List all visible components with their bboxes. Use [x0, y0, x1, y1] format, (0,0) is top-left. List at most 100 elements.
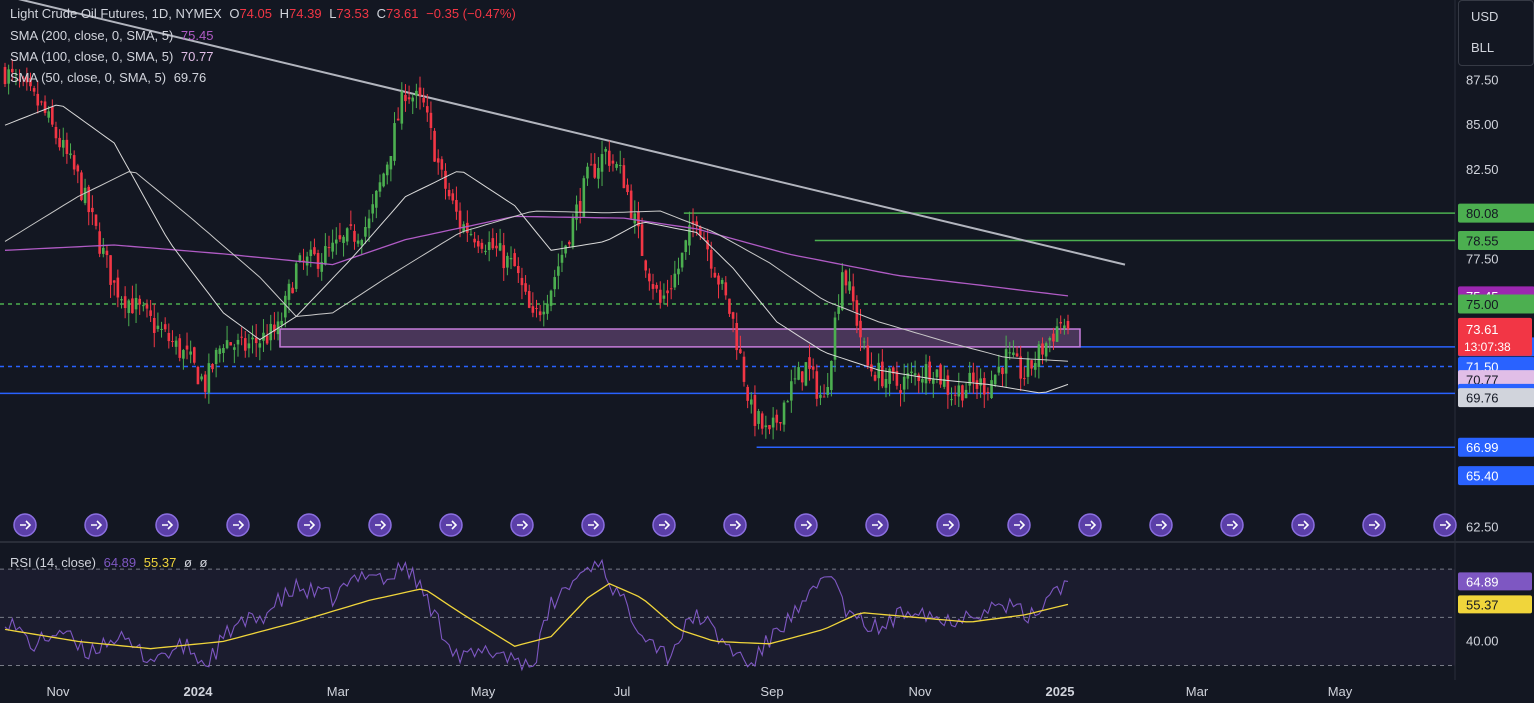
candle-body — [520, 277, 524, 286]
candle-body — [688, 225, 691, 246]
candle-body — [939, 364, 942, 385]
legend-rsi-ma-value: 55.37 — [143, 555, 177, 570]
candle-body — [1015, 353, 1019, 357]
event-arrow-icon — [233, 520, 245, 530]
x-axis-label: 2025 — [1046, 684, 1075, 699]
candle-body — [196, 366, 200, 385]
candle-body — [484, 250, 487, 253]
candle-body — [251, 337, 254, 340]
candle-body — [535, 308, 538, 310]
candle-body — [622, 165, 626, 189]
legend-sma50[interactable]: SMA (50, close, 0, SMA, 5) 69.76 — [10, 70, 210, 85]
rsi-value-badge — [1458, 572, 1532, 591]
legend-sma100-label: SMA (100, close, 0, SMA, 5) — [10, 49, 174, 64]
candle-body — [859, 320, 862, 338]
candle-body — [1004, 349, 1008, 374]
candle-body — [924, 364, 928, 384]
event-arrow-icon — [1227, 520, 1239, 530]
candle-body — [731, 312, 735, 319]
candle-body — [760, 413, 764, 429]
candle-body — [466, 222, 469, 233]
candle-body — [728, 298, 731, 314]
candle-body — [451, 193, 455, 201]
candle-body — [440, 159, 444, 170]
rsi-ma-badge — [1458, 595, 1532, 614]
candle-body — [506, 255, 509, 268]
x-axis-label: Mar — [327, 684, 350, 699]
candle-body — [618, 164, 622, 166]
event-arrow-icon — [1085, 520, 1097, 530]
candle-body — [910, 371, 913, 374]
price-axis-badge — [1458, 294, 1534, 314]
currency-label[interactable]: USD — [1471, 9, 1499, 24]
x-axis-label: Nov — [908, 684, 932, 699]
candle-body — [891, 367, 895, 374]
candle-body — [571, 217, 575, 248]
candle-body — [1019, 356, 1022, 379]
candle-body — [932, 378, 935, 384]
candle-body — [884, 378, 888, 388]
candle-body — [76, 165, 80, 172]
candle-body — [589, 164, 593, 166]
rsi-ma-badge-text: 55.37 — [1466, 597, 1499, 612]
unit-label[interactable]: BLL — [1471, 40, 1495, 55]
candle-body — [757, 411, 760, 424]
legend-sma50-value: 69.76 — [173, 70, 207, 85]
candle-body — [982, 378, 986, 395]
candle-body — [487, 242, 491, 251]
candle-body — [600, 154, 604, 172]
candle-body — [739, 349, 742, 354]
candle-body — [422, 98, 425, 103]
candle-body — [567, 241, 571, 245]
candle-body — [913, 373, 917, 376]
candle-body — [382, 173, 385, 187]
candle-body — [298, 255, 302, 262]
candle-body — [691, 221, 695, 225]
candle-body — [476, 240, 480, 247]
candle-body — [214, 349, 218, 365]
candle-body — [302, 260, 305, 262]
candle-body — [749, 399, 753, 405]
candle-body — [582, 178, 586, 218]
candle-body — [1059, 321, 1063, 324]
price-axis-badge-text: 70.77 — [1466, 373, 1499, 388]
candle-body — [524, 283, 527, 292]
x-axis-label: 2024 — [184, 684, 214, 699]
candle-body — [393, 123, 396, 161]
candle-body — [651, 284, 655, 289]
event-arrow-icon — [446, 520, 458, 530]
candle-body — [273, 324, 276, 332]
candle-body — [662, 295, 666, 299]
candle-body — [615, 164, 618, 168]
candle-body — [560, 254, 564, 263]
candle-body — [14, 74, 18, 76]
legend-rsi[interactable]: RSI (14, close) 64.89 55.37 ø ø — [10, 555, 211, 570]
candle-body — [611, 160, 615, 164]
candle-body — [1063, 325, 1066, 329]
candle-body — [40, 101, 43, 103]
candle-body — [695, 221, 698, 226]
candle-body — [105, 250, 109, 256]
candle-body — [713, 272, 717, 278]
candle-body — [211, 364, 214, 370]
candle-body — [699, 226, 702, 236]
candle-body — [1041, 343, 1044, 355]
candle-body — [942, 379, 946, 387]
candle-body — [254, 337, 258, 344]
candle-body — [629, 190, 633, 219]
candle-body — [830, 360, 833, 391]
candle-body — [400, 91, 404, 124]
legend-sma100[interactable]: SMA (100, close, 0, SMA, 5) 70.77 — [10, 49, 217, 64]
candle-body — [917, 374, 921, 382]
candle-body — [72, 155, 76, 170]
sma50-line — [4, 104, 1069, 394]
currency-unit-box[interactable]: USD BLL — [1458, 0, 1534, 66]
legend-sma200[interactable]: SMA (200, close, 0, SMA, 5) 75.45 — [10, 28, 217, 43]
candle-body — [593, 163, 597, 178]
candle-body — [367, 218, 371, 229]
candle-body — [269, 323, 273, 341]
candle-body — [123, 296, 127, 309]
x-axis-label: Sep — [760, 684, 783, 699]
candle-body — [236, 339, 240, 345]
